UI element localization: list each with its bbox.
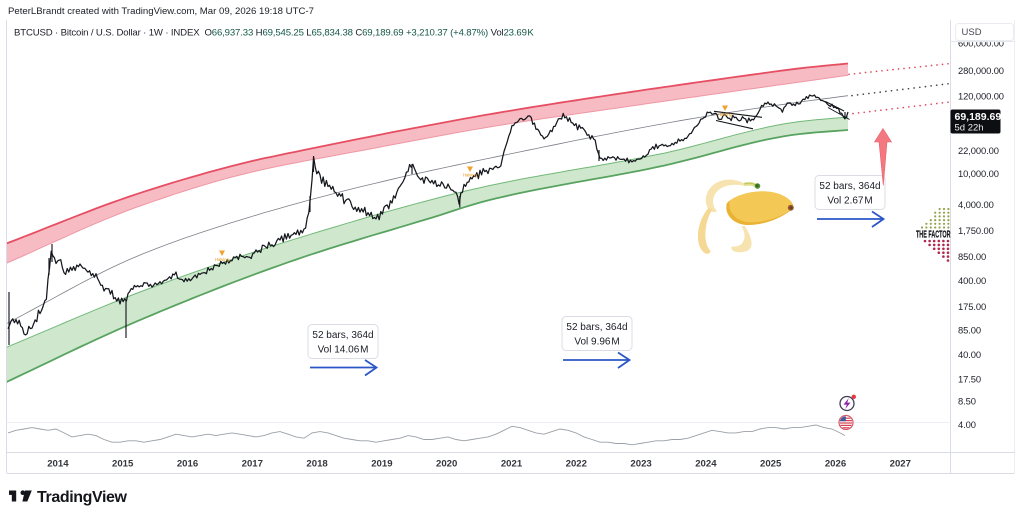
svg-text:2016: 2016 (177, 459, 198, 470)
svg-text:2025: 2025 (760, 459, 782, 470)
svg-text:2021: 2021 (501, 459, 523, 470)
svg-text:22,000.00: 22,000.00 (958, 145, 999, 156)
svg-text:BTCUSD · Bitcoin / U.S. Dollar: BTCUSD · Bitcoin / U.S. Dollar · 1W · IN… (14, 28, 534, 39)
svg-text:2020: 2020 (436, 459, 457, 470)
svg-text:2018: 2018 (306, 459, 328, 470)
svg-text:120,000.00: 120,000.00 (958, 91, 1004, 102)
svg-text:Halving: Halving (718, 112, 733, 117)
svg-text:52 bars, 364d: 52 bars, 364d (819, 181, 880, 192)
svg-text:USD: USD (962, 27, 982, 38)
svg-text:2024: 2024 (695, 459, 717, 470)
svg-text:4.00: 4.00 (958, 419, 976, 430)
svg-text:8.50: 8.50 (958, 396, 976, 407)
svg-text:17.50: 17.50 (958, 373, 981, 384)
svg-text:40.00: 40.00 (958, 349, 981, 360)
svg-text:2014: 2014 (47, 459, 69, 470)
svg-text:Vol 9.96 M: Vol 9.96 M (574, 337, 619, 348)
svg-text:85.00: 85.00 (958, 325, 981, 336)
svg-text:Halving: Halving (215, 257, 230, 262)
svg-text:Vol 14.06 M: Vol 14.06 M (318, 345, 369, 356)
svg-text:69,189.69: 69,189.69 (955, 111, 1002, 123)
svg-text:10,000.00: 10,000.00 (958, 168, 999, 179)
svg-text:2017: 2017 (242, 459, 263, 470)
svg-text:2019: 2019 (371, 459, 392, 470)
svg-text:Halving: Halving (463, 173, 478, 178)
svg-text:2022: 2022 (566, 459, 587, 470)
svg-text:PeterLBrandt created with Trad: PeterLBrandt created with TradingView.co… (8, 6, 314, 17)
svg-text:5d 22h: 5d 22h (955, 123, 984, 134)
svg-text:600,000.00: 600,000.00 (958, 38, 1004, 49)
svg-text:1,750.00: 1,750.00 (958, 225, 994, 236)
svg-text:Vol 2.67 M: Vol 2.67 M (827, 196, 872, 207)
svg-text:TradingView: TradingView (37, 489, 128, 506)
svg-text:280,000.00: 280,000.00 (958, 65, 1004, 76)
svg-text:52 bars, 364d: 52 bars, 364d (566, 322, 627, 333)
svg-text:2015: 2015 (112, 459, 134, 470)
svg-text:2026: 2026 (825, 459, 846, 470)
svg-text:2023: 2023 (630, 459, 651, 470)
svg-text:2027: 2027 (890, 459, 911, 470)
svg-text:400.00: 400.00 (958, 275, 986, 286)
svg-text:THE FACTOR: THE FACTOR (916, 230, 951, 241)
svg-text:4,000.00: 4,000.00 (958, 199, 994, 210)
svg-text:52 bars, 364d: 52 bars, 364d (312, 330, 373, 341)
svg-text:175.00: 175.00 (958, 301, 986, 312)
svg-text:850.00: 850.00 (958, 251, 986, 262)
